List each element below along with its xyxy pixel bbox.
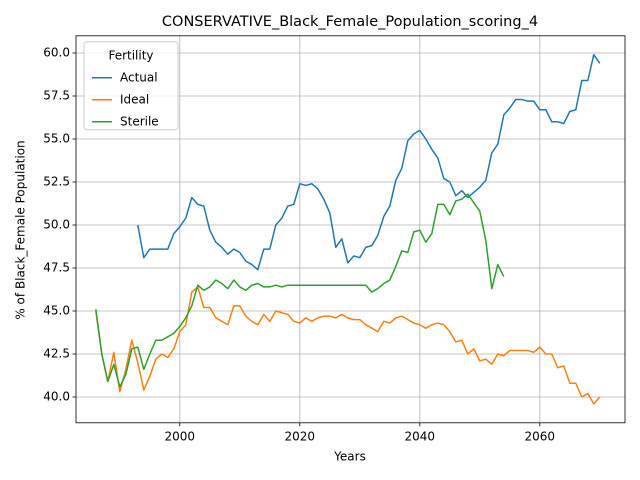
y-tick-label: 60.0 [43, 46, 70, 60]
x-tick-label: 2040 [405, 429, 436, 443]
x-axis-label: Years [333, 450, 366, 464]
y-tick-label: 45.0 [43, 304, 70, 318]
legend: Fertility Actual Ideal Sterile [83, 41, 179, 131]
y-tick-label: 40.0 [43, 390, 70, 404]
x-tick-label: 2060 [525, 429, 556, 443]
legend-label: Ideal [120, 92, 149, 106]
plot-frame [75, 35, 626, 424]
legend-box [83, 41, 179, 131]
y-tick-label: 42.5 [43, 347, 70, 361]
x-tick-label: 2000 [165, 429, 196, 443]
y-tick-label: 50.0 [43, 218, 70, 232]
y-tick-label: 57.5 [43, 89, 70, 103]
y-tick-label: 55.0 [43, 132, 70, 146]
y-axis-label: % of Black_Female Population [14, 140, 28, 319]
series-line [95, 286, 601, 405]
chart-title: CONSERVATIVE_Black_Female_Population_sco… [162, 14, 538, 30]
y-tick-label: 47.5 [43, 261, 70, 275]
legend-title: Fertility [108, 48, 153, 62]
legend-label: Sterile [120, 114, 159, 128]
series-line [137, 53, 601, 271]
legend-label: Actual [120, 70, 158, 84]
y-tick-label: 52.5 [43, 175, 70, 189]
series-line [95, 193, 505, 388]
x-tick-label: 2020 [285, 429, 316, 443]
